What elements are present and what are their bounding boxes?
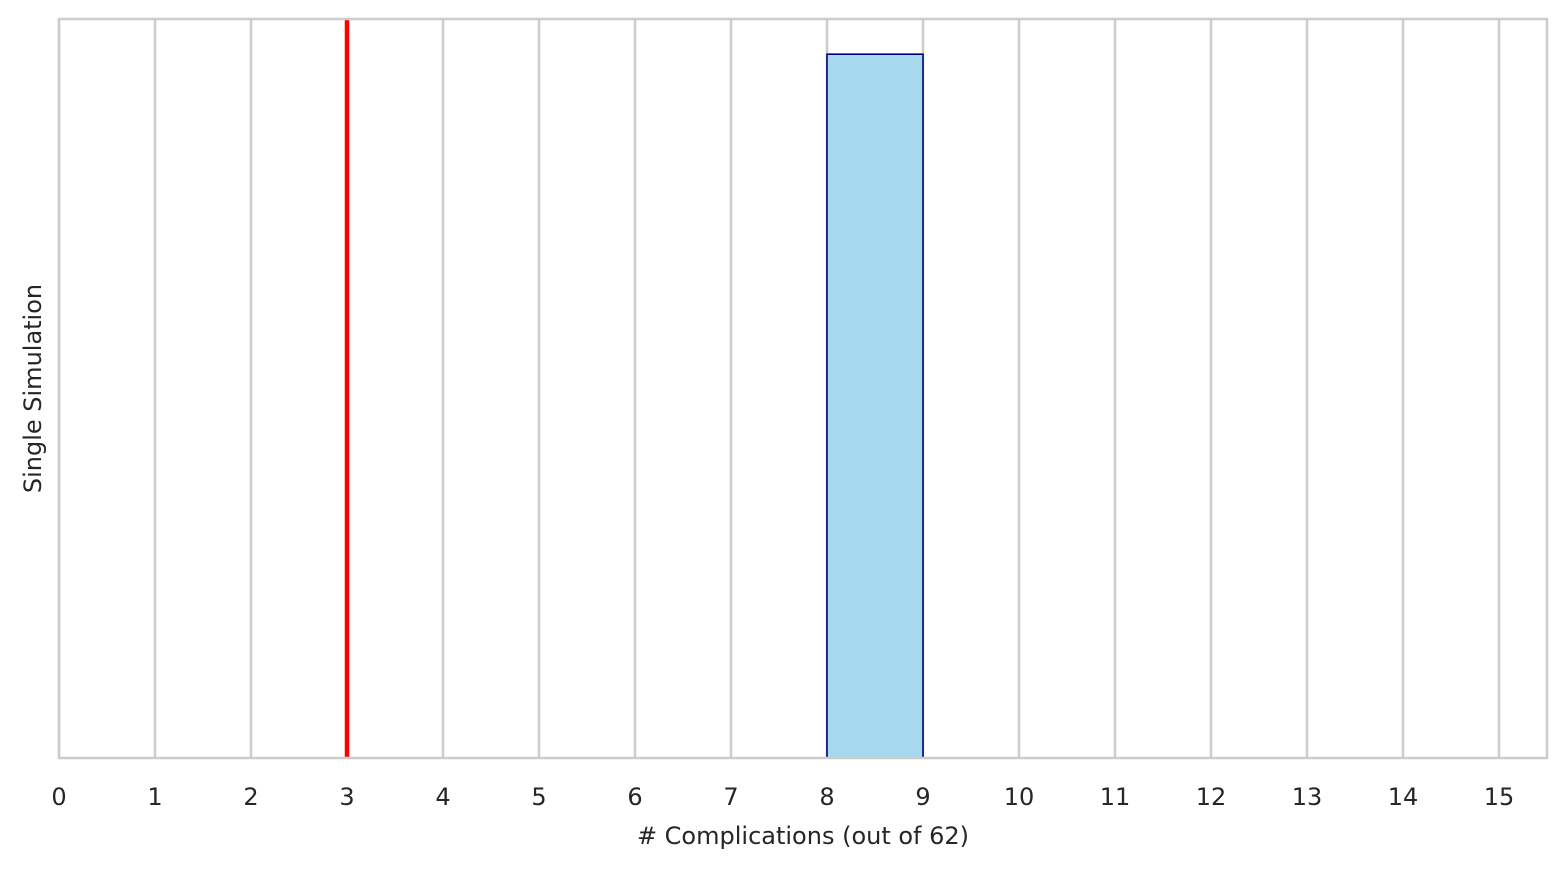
- axes-frame: [57, 17, 1549, 760]
- x-tick-label: 1: [147, 783, 162, 811]
- x-tick-label: 6: [627, 783, 642, 811]
- y-axis-title: Single Simulation: [19, 284, 47, 493]
- x-tick-label: 14: [1388, 783, 1419, 811]
- x-tick-label: 5: [531, 783, 546, 811]
- x-tick-label: 10: [1004, 783, 1035, 811]
- x-tick-label: 7: [723, 783, 738, 811]
- x-tick-label: 3: [339, 783, 354, 811]
- x-tick-label: 0: [51, 783, 66, 811]
- x-tick-labels: 0 1 2 3 4 5 6 7 8 9 10 11 12 13 14 15: [51, 783, 1514, 811]
- x-tick-label: 15: [1484, 783, 1515, 811]
- x-tick-label: 13: [1292, 783, 1323, 811]
- x-axis-title: # Complications (out of 62): [637, 822, 969, 850]
- x-tick-label: 11: [1100, 783, 1131, 811]
- histogram-bar: [826, 53, 924, 759]
- x-tick-label: 4: [435, 783, 450, 811]
- bars-layer: [826, 53, 924, 759]
- x-tick-label: 12: [1196, 783, 1227, 811]
- x-tick-label: 2: [243, 783, 258, 811]
- x-tick-label: 8: [819, 783, 834, 811]
- grid-layer: [57, 19, 1501, 758]
- x-tick-label: 9: [915, 783, 930, 811]
